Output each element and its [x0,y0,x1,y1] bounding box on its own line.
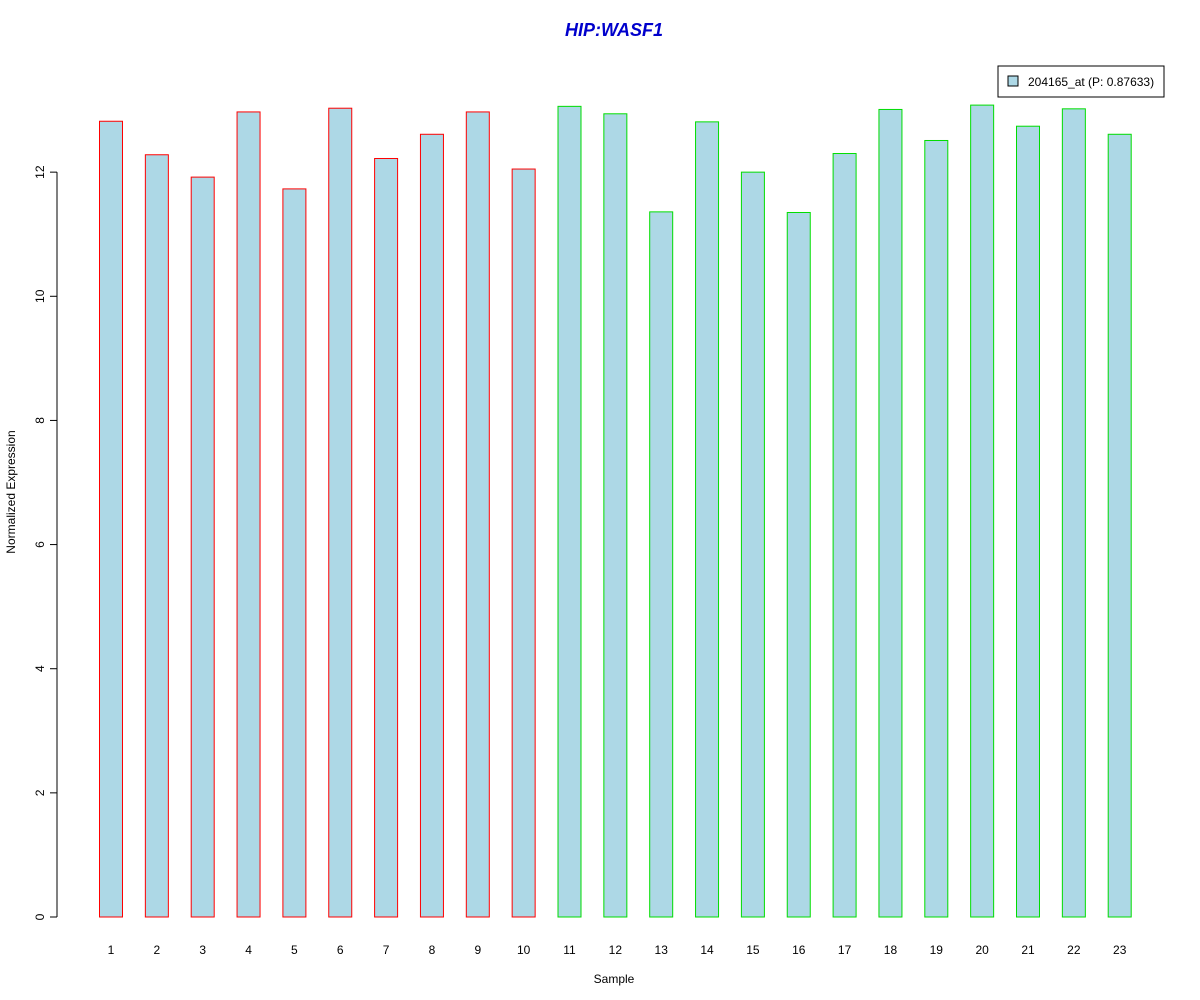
bar [557,105,582,918]
bar [970,104,995,918]
x-tick-label: 10 [517,943,531,957]
x-tick-label: 7 [383,943,390,957]
y-tick-label: 8 [33,417,47,424]
x-tick-label: 3 [199,943,206,957]
bar [236,111,261,918]
bar [878,108,903,918]
x-tick-label: 20 [975,943,989,957]
x-tick-label: 18 [884,943,898,957]
x-tick-label: 4 [245,943,252,957]
legend-entry-label: 204165_at (P: 0.87633) [1028,75,1154,89]
x-tick-label: 16 [792,943,806,957]
bar [374,157,399,918]
bar [740,171,765,918]
y-axis: 0 2 4 6 8 10 12 [33,165,58,920]
bars [99,104,1132,918]
bar [924,139,949,918]
bar [282,188,307,918]
y-tick-label: 12 [33,165,47,179]
x-tick-label: 11 [563,943,576,957]
legend-swatch [1007,75,1019,87]
y-tick-label: 4 [33,665,47,672]
x-tick-label: 15 [746,943,760,957]
x-tick-label: 12 [609,943,623,957]
bar [603,113,628,918]
x-tick-label: 19 [930,943,944,957]
x-tick-label: 14 [700,943,714,957]
bar [1016,125,1040,918]
y-tick-label: 6 [33,541,47,548]
x-tick-label: 23 [1113,943,1127,957]
x-tick-label: 22 [1067,943,1081,957]
x-tick-label: 5 [291,943,298,957]
bar [786,211,811,918]
legend-box [997,65,1165,98]
bar [649,211,674,918]
x-tick-label: 9 [474,943,481,957]
bar [99,120,123,918]
bar [1107,133,1132,918]
bar [832,153,857,918]
legend: 204165_at (P: 0.87633) [997,65,1165,98]
bar [511,168,536,918]
x-tick-label: 13 [655,943,669,957]
y-tick-label: 10 [33,289,47,303]
bar [190,176,215,918]
bar [1061,108,1086,918]
x-axis-title: Sample [594,972,635,986]
x-tick-label: 2 [154,943,161,957]
x-tick-label: 8 [429,943,436,957]
y-tick-label: 0 [33,913,47,920]
x-tick-label: 6 [337,943,344,957]
bar [144,154,169,918]
y-axis-title: Normalized Expression [4,430,18,553]
bar [328,107,353,918]
x-tick-label: 17 [838,943,852,957]
y-tick-label: 2 [33,789,47,796]
chart-title: HIP:WASF1 [565,20,663,40]
x-tick-labels: 1 2 3 4 5 6 7 8 9 10 11 12 13 14 15 16 17 18 19 20 21 22 23 [108,943,1127,957]
x-tick-label: 21 [1021,943,1035,957]
x-tick-label: 1 [108,943,115,957]
bar [465,111,490,918]
bar [695,121,720,918]
bar [419,133,444,918]
